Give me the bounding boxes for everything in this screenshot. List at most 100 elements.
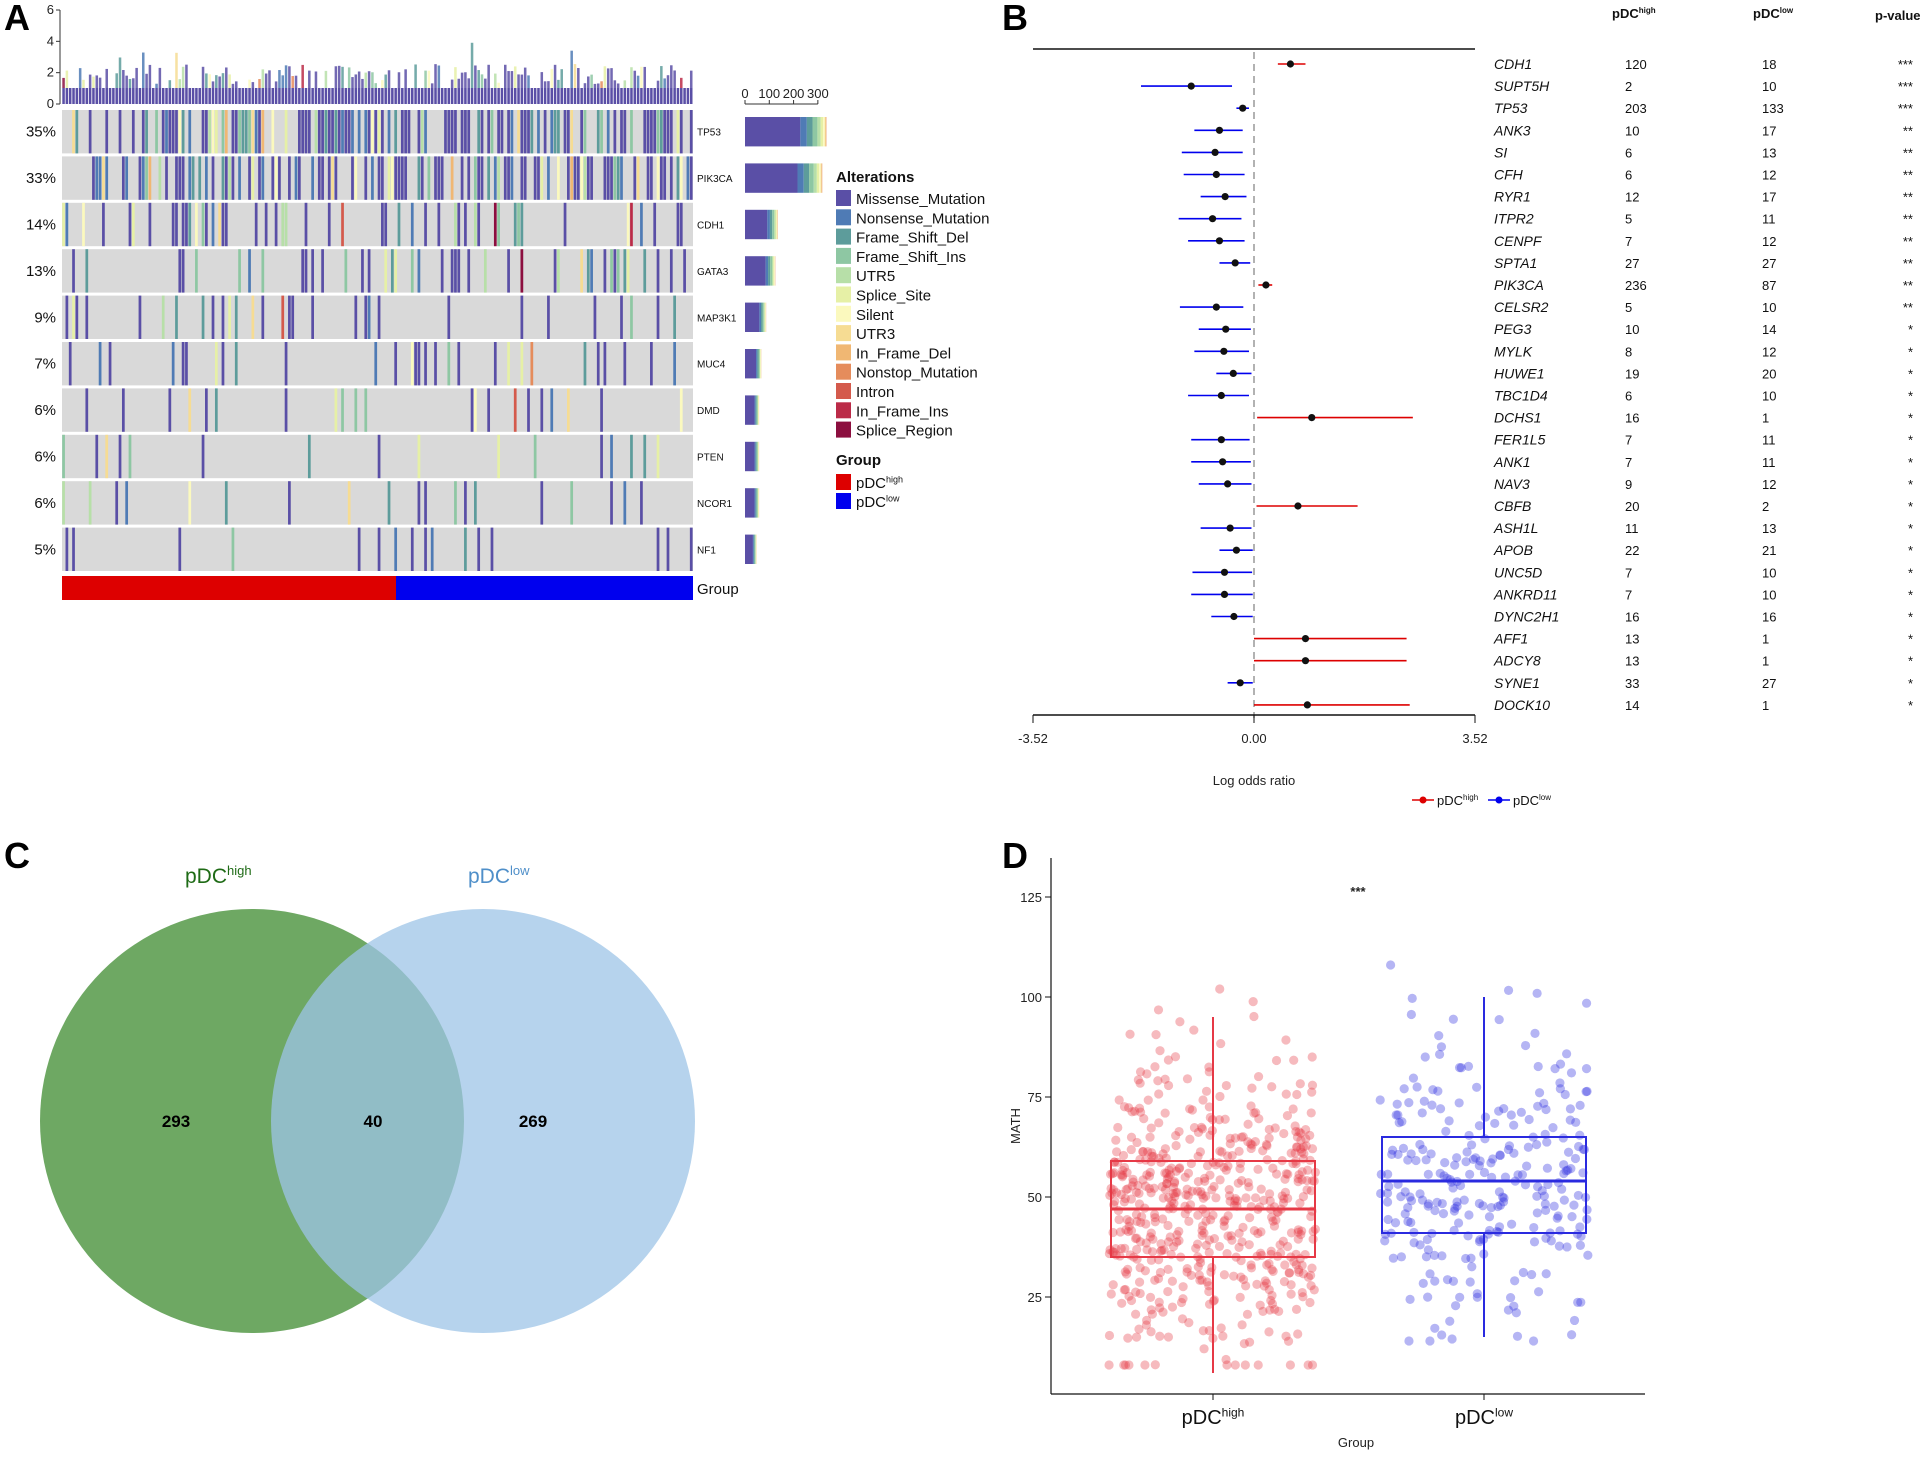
jitter-point	[1247, 1140, 1257, 1150]
jitter-point	[1435, 1104, 1446, 1114]
tmb-bar	[261, 69, 265, 88]
tmb-bar	[98, 77, 102, 88]
mutation-cell	[377, 527, 381, 571]
mutation-cell	[580, 156, 584, 200]
jitter-point	[1541, 1205, 1551, 1215]
jitter-point	[1518, 1267, 1528, 1278]
forest-gene-label: SYNE1	[1494, 675, 1540, 691]
jitter-point	[1246, 1263, 1257, 1273]
tmb-bar	[494, 73, 497, 88]
legend-swatch	[836, 209, 851, 226]
side-bar-segment	[745, 117, 801, 147]
mutation-cell	[457, 342, 461, 386]
tmb-bar	[497, 88, 500, 104]
jitter-point	[1211, 1193, 1221, 1203]
jitter-point	[1297, 1287, 1307, 1298]
tmb-bar	[434, 88, 437, 104]
legend-swatch	[836, 344, 851, 361]
jitter-point	[1243, 1119, 1253, 1129]
jitter-point	[1417, 1195, 1428, 1205]
mutation-cell	[377, 295, 381, 339]
mutation-cell	[610, 434, 613, 479]
tmb-bar	[427, 70, 431, 88]
side-bar-segment	[765, 256, 769, 286]
tmb-bar	[228, 88, 231, 104]
jitter-point	[1169, 1198, 1179, 1208]
jitter-point	[1384, 1181, 1394, 1192]
jitter-point	[1241, 1193, 1251, 1203]
jitter-point	[1115, 1227, 1125, 1237]
mutation-cell	[311, 156, 314, 200]
side-bar-segment	[761, 302, 763, 332]
tmb-bar	[221, 73, 225, 88]
side-bar-segment	[797, 163, 804, 193]
tmb-bar	[75, 88, 79, 104]
tmb-bar	[347, 67, 351, 88]
jitter-point	[1555, 1078, 1565, 1088]
mutation-cell	[537, 156, 540, 200]
forest-gene-label: CELSR2	[1494, 299, 1549, 315]
jitter-point	[1447, 1334, 1457, 1344]
mutation-cell	[527, 388, 530, 432]
mutation-cell	[208, 110, 212, 154]
jitter-point	[1184, 1318, 1194, 1328]
side-bar-segment	[756, 349, 758, 379]
jitter-point	[1283, 1241, 1293, 1252]
mutation-cell	[437, 156, 441, 200]
side-bar-segment	[754, 488, 756, 518]
tmb-bar	[228, 74, 231, 88]
jitter-point	[1230, 1196, 1240, 1206]
jitter-point	[1297, 1260, 1307, 1270]
mutation-cell	[141, 110, 145, 154]
mutation-cell	[334, 388, 338, 432]
jitter-point	[1251, 1108, 1261, 1118]
jitter-point	[1215, 1175, 1225, 1185]
jitter-point	[1158, 1149, 1168, 1159]
tmb-bar	[630, 88, 633, 104]
jitter-point	[1523, 1142, 1533, 1152]
mutation-cell	[620, 110, 623, 154]
mutation-cell	[381, 156, 384, 200]
jitter-point	[1455, 1180, 1466, 1191]
mutation-cell	[304, 249, 308, 293]
jitter-point	[1143, 1095, 1153, 1105]
jitter-point	[1495, 1150, 1505, 1161]
mutation-cell	[427, 156, 431, 200]
mutation-cell	[583, 110, 587, 154]
jitter-point	[1253, 1360, 1263, 1370]
jitter-point	[1135, 1288, 1145, 1299]
tmb-bar	[308, 70, 311, 88]
mutation-cell	[85, 249, 89, 293]
mutation-cell	[317, 156, 321, 200]
forest-pvalue: ***	[1898, 101, 1913, 116]
tmb-bar	[404, 88, 407, 104]
odds-ratio-point	[1220, 590, 1229, 599]
jitter-point	[1207, 1262, 1217, 1273]
mutation-cell	[271, 156, 275, 200]
group-bar-label: Group	[697, 581, 739, 598]
odds-ratio-point	[1232, 546, 1241, 554]
jitter-point	[1522, 1161, 1532, 1171]
mutation-cell	[606, 110, 610, 154]
legend-label: Frame_Shift_Del	[856, 230, 969, 247]
jitter-point	[1306, 1108, 1316, 1118]
jitter-point	[1146, 1228, 1156, 1238]
forest-gene-label: CDH1	[1494, 56, 1532, 72]
mutation-cell	[361, 249, 364, 293]
side-bar-segment	[754, 441, 756, 472]
tmb-bar	[523, 88, 527, 104]
box-y-tick-label: 125	[1020, 890, 1042, 905]
jitter-point	[1159, 1245, 1169, 1255]
mutation-cell	[82, 202, 85, 247]
jitter-point	[1382, 1197, 1393, 1207]
jitter-point	[1406, 1149, 1416, 1159]
jitter-point	[1302, 1185, 1312, 1195]
mutation-cell	[88, 110, 92, 154]
jitter-point	[1293, 1174, 1303, 1184]
mutation-cell	[533, 156, 537, 200]
mutation-cell	[497, 156, 500, 200]
jitter-point	[1237, 1320, 1247, 1330]
jitter-point	[1124, 1360, 1134, 1370]
jitter-point	[1411, 1155, 1421, 1166]
mutation-cell	[228, 295, 231, 339]
